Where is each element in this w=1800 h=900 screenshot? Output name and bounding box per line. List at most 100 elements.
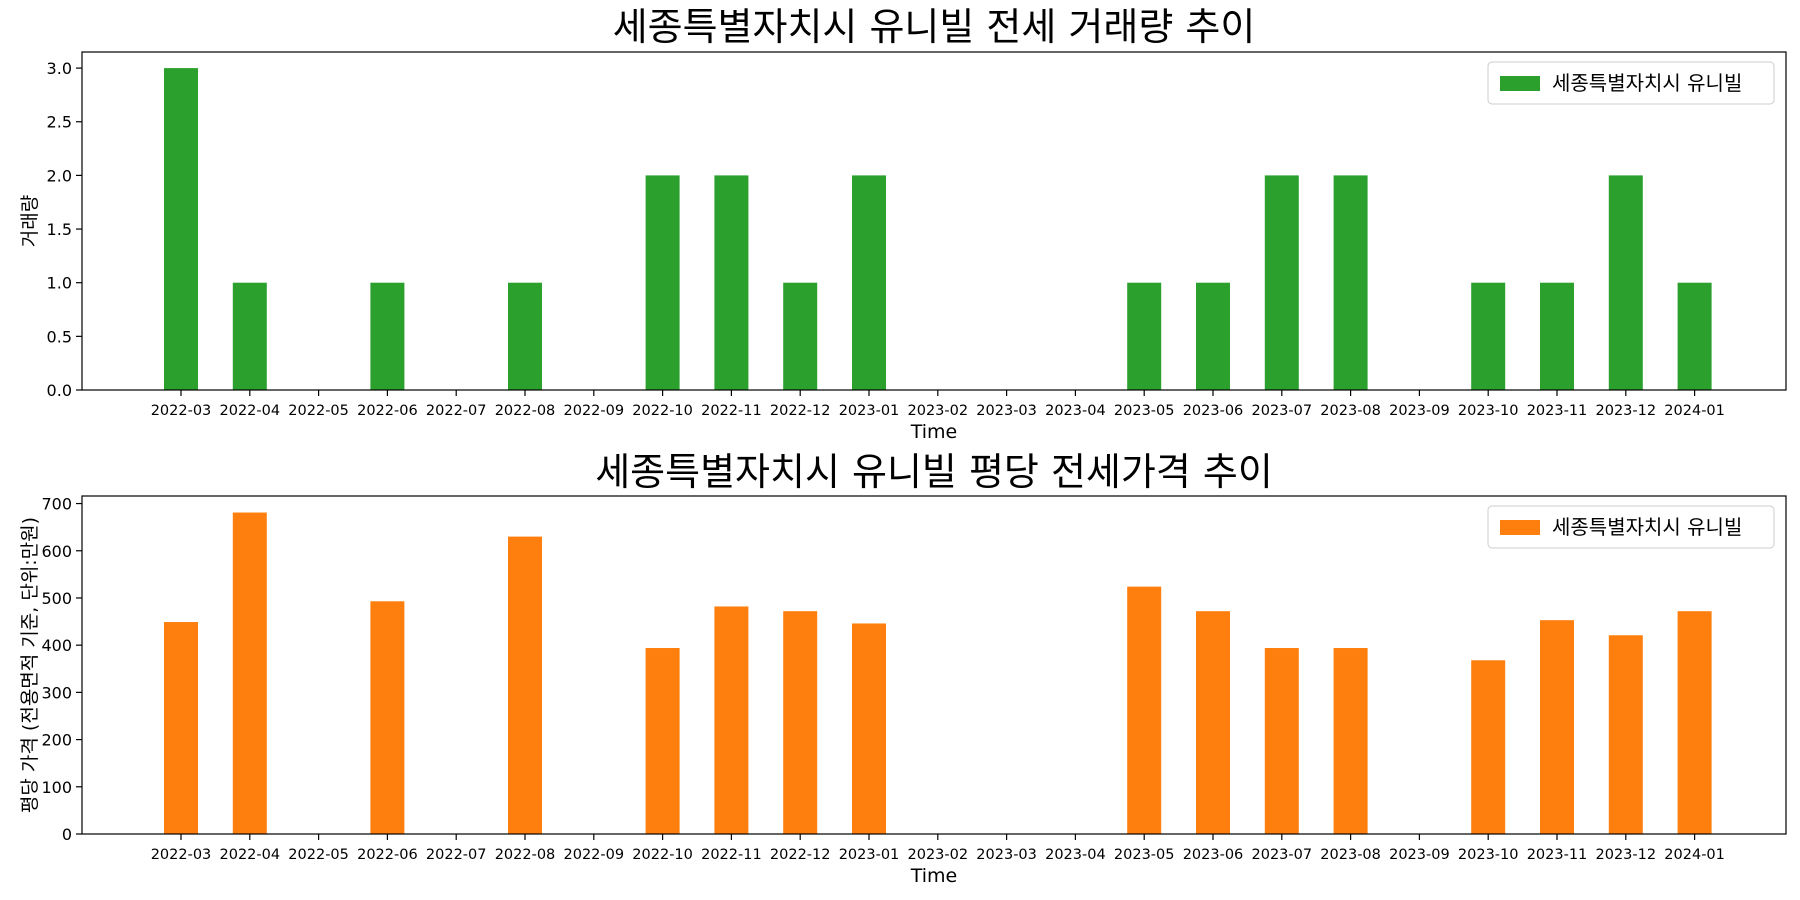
- x-tick-label: 2022-07: [426, 847, 487, 863]
- x-tick-label: 2023-11: [1527, 403, 1588, 419]
- x-tick-label: 2023-03: [976, 847, 1037, 863]
- x-tick-label: 2022-05: [288, 403, 349, 419]
- bar-2023-08: [1333, 648, 1368, 834]
- y-tick-label: 3.0: [47, 59, 72, 78]
- x-tick-label: 2022-05: [288, 847, 349, 863]
- x-tick-label: 2022-03: [151, 403, 212, 419]
- bar-2023-10: [1471, 282, 1506, 390]
- bar-2023-06: [1196, 611, 1230, 834]
- x-tick-label: 2022-08: [495, 403, 556, 419]
- bar-2023-06: [1196, 282, 1230, 390]
- x-tick-label: 2022-10: [632, 403, 693, 419]
- y-tick-label: 400: [41, 636, 72, 655]
- x-tick-label: 2022-09: [564, 847, 625, 863]
- x-tick-label: 2023-03: [976, 403, 1037, 419]
- bar-2024-01: [1677, 611, 1712, 834]
- x-tick-label: 2023-01: [839, 847, 900, 863]
- bar-2022-12: [783, 611, 818, 834]
- y-tick-label: 2.5: [47, 113, 72, 132]
- y-tick-label: 200: [41, 731, 72, 750]
- x-tick-label: 2023-09: [1389, 403, 1450, 419]
- bar-2023-05: [1127, 282, 1162, 390]
- x-tick-label: 2022-12: [770, 847, 831, 863]
- y-tick-label: 0.0: [47, 381, 72, 400]
- x-axis-label: Time: [910, 865, 958, 887]
- y-tick-label: 0.5: [47, 327, 72, 346]
- legend-swatch: [1500, 76, 1540, 91]
- bar-2023-07: [1264, 175, 1299, 390]
- x-tick-label: 2024-01: [1664, 847, 1725, 863]
- bar-2022-03: [164, 622, 198, 834]
- y-axis-label: 평당 가격 (전용면적 기준, 단위:만원): [19, 517, 41, 813]
- x-axis-label: Time: [910, 421, 958, 443]
- x-tick-label: 2023-10: [1458, 403, 1519, 419]
- legend-box: [1487, 505, 1775, 549]
- x-tick-label: 2023-08: [1320, 847, 1381, 863]
- x-tick-label: 2023-08: [1320, 403, 1381, 419]
- x-tick-label: 2023-02: [908, 847, 969, 863]
- legend-box: [1487, 61, 1775, 105]
- x-tick-label: 2023-09: [1389, 847, 1450, 863]
- y-tick-label: 1.0: [47, 274, 72, 293]
- x-tick-label: 2023-07: [1252, 403, 1313, 419]
- bar-2022-08: [508, 536, 542, 834]
- x-tick-label: 2022-03: [151, 847, 212, 863]
- bar-2023-05: [1127, 586, 1162, 834]
- legend-swatch: [1500, 520, 1540, 535]
- x-tick-label: 2023-07: [1252, 847, 1313, 863]
- y-tick-label: 100: [41, 778, 72, 797]
- legend-label: 세종특별자치시 유니빌: [1552, 71, 1742, 95]
- x-tick-label: 2023-12: [1596, 847, 1657, 863]
- x-tick-label: 2022-08: [495, 847, 556, 863]
- bar-2023-11: [1540, 620, 1574, 834]
- x-tick-label: 2022-04: [220, 847, 281, 863]
- x-tick-label: 2024-01: [1664, 403, 1725, 419]
- x-tick-label: 2023-02: [908, 403, 969, 419]
- x-tick-label: 2023-06: [1183, 403, 1244, 419]
- y-tick-label: 300: [41, 683, 72, 702]
- y-tick-label: 700: [41, 495, 72, 514]
- x-tick-label: 2023-12: [1596, 403, 1657, 419]
- bar-2023-01: [852, 175, 886, 390]
- bar-2023-10: [1471, 660, 1506, 834]
- bar-2023-08: [1333, 175, 1368, 390]
- bar-2023-12: [1608, 175, 1643, 390]
- x-tick-label: 2022-11: [701, 403, 762, 419]
- bar-2023-07: [1264, 648, 1299, 834]
- x-tick-label: 2022-11: [701, 847, 762, 863]
- x-tick-label: 2023-01: [839, 403, 900, 419]
- bar-2022-04: [232, 282, 267, 390]
- x-tick-label: 2023-11: [1527, 847, 1588, 863]
- x-tick-label: 2023-05: [1114, 847, 1175, 863]
- chart-title: 세종특별자치시 유니빌 평당 전세가격 추이: [595, 450, 1273, 494]
- x-tick-label: 2022-06: [357, 847, 418, 863]
- bar-2023-01: [852, 623, 886, 834]
- bar-2023-11: [1540, 282, 1574, 390]
- x-tick-label: 2023-06: [1183, 847, 1244, 863]
- chart-title: 세종특별자치시 유니빌 전세 거래량 추이: [613, 5, 1256, 49]
- x-tick-label: 2022-04: [220, 403, 281, 419]
- bar-2022-10: [645, 648, 680, 834]
- x-tick-label: 2023-04: [1045, 847, 1106, 863]
- y-axis-label: 거래량: [19, 195, 41, 247]
- x-tick-label: 2022-12: [770, 403, 831, 419]
- x-tick-label: 2022-07: [426, 403, 487, 419]
- bar-2023-12: [1608, 635, 1643, 834]
- bar-2022-03: [164, 68, 198, 390]
- x-tick-label: 2023-04: [1045, 403, 1106, 419]
- bar-2022-06: [370, 601, 405, 834]
- x-tick-label: 2023-10: [1458, 847, 1519, 863]
- x-tick-label: 2022-06: [357, 403, 418, 419]
- x-tick-label: 2022-09: [564, 403, 625, 419]
- y-tick-label: 1.5: [47, 220, 72, 239]
- y-tick-label: 500: [41, 589, 72, 608]
- x-tick-label: 2023-05: [1114, 403, 1175, 419]
- bar-2022-08: [508, 282, 542, 390]
- y-tick-label: 0: [62, 825, 72, 844]
- x-tick-label: 2022-10: [632, 847, 693, 863]
- bar-2024-01: [1677, 282, 1712, 390]
- bar-2022-06: [370, 282, 405, 390]
- bar-2022-04: [232, 512, 267, 834]
- plot-frame: [81, 495, 1787, 835]
